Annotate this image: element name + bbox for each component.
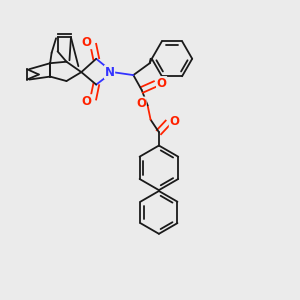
Text: O: O (169, 115, 179, 128)
Text: O: O (82, 36, 92, 49)
Text: N: N (105, 66, 115, 79)
Text: O: O (82, 95, 92, 108)
Text: O: O (136, 97, 146, 110)
Text: O: O (157, 76, 166, 90)
